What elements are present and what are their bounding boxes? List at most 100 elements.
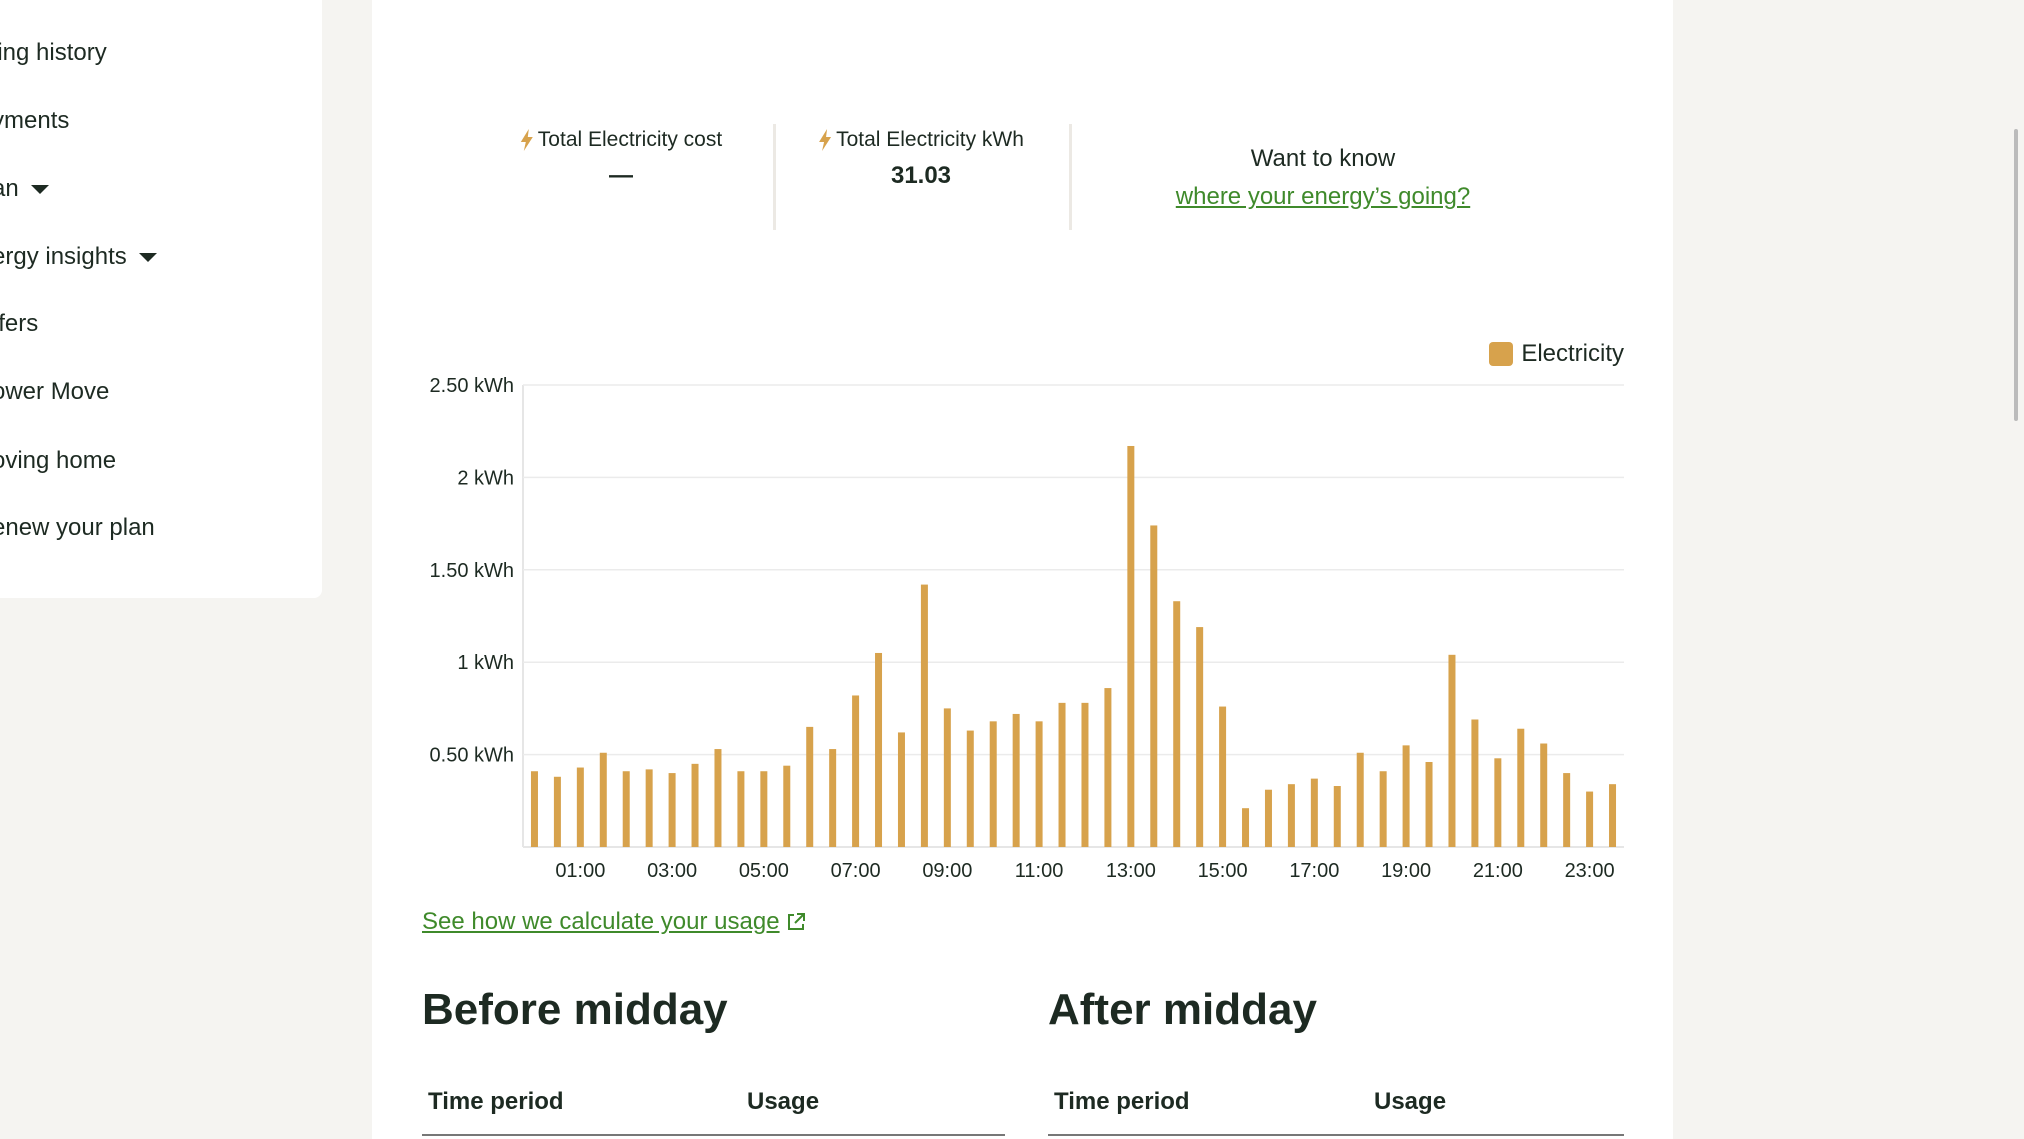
sidebar-item-label: enew your plan <box>0 514 155 541</box>
bar-07:30 <box>875 652 883 847</box>
x-tick-label: 17:00 <box>1289 860 1339 882</box>
bar-20:00 <box>1448 654 1456 847</box>
bar-01:00 <box>576 767 584 847</box>
page-scrollbar[interactable] <box>2014 129 2018 421</box>
bar-10:30 <box>1012 713 1020 847</box>
bar-22:30 <box>1563 773 1571 847</box>
sidebar-item-label: oving home <box>0 447 117 474</box>
divider <box>1069 124 1072 230</box>
x-tick-label: 11:00 <box>1015 860 1064 882</box>
usage-bar-chart: 0.50 kWh 1 kWh 1.50 kWh 2 kWh 2.50 kWh 01:00 0… <box>430 375 1624 882</box>
sidebar-item-label: ffers <box>0 310 39 337</box>
bar-14:30 <box>1196 627 1204 847</box>
bar-05:30 <box>783 765 791 847</box>
x-tick-label: 19:00 <box>1381 860 1431 882</box>
bar-09:30 <box>966 730 974 847</box>
bar-06:00 <box>806 726 814 847</box>
after-midday-heading: After midday <box>1048 985 1317 1034</box>
x-tick-label: 09:00 <box>922 860 972 882</box>
y-tick-label: 2 kWh <box>457 467 514 489</box>
bar-04:30 <box>737 771 745 847</box>
sidebar-item-power-move[interactable]: ower Move <box>0 378 109 406</box>
bar-17:30 <box>1333 786 1341 847</box>
bar-19:00 <box>1402 745 1410 847</box>
bar-13:30 <box>1150 525 1158 847</box>
bar-15:00 <box>1219 706 1227 847</box>
total-cost-value: — <box>608 162 633 189</box>
bar-23:00 <box>1586 791 1594 847</box>
sidebar-item-renew-plan[interactable]: enew your plan <box>0 514 155 542</box>
bar-13:00 <box>1127 445 1135 847</box>
bar-19:30 <box>1425 761 1433 847</box>
bar-02:00 <box>622 771 630 847</box>
bar-03:00 <box>668 773 676 847</box>
bar-14:00 <box>1173 601 1181 847</box>
x-tick-label: 05:00 <box>739 860 789 882</box>
legend-label: Electricity <box>1521 340 1624 367</box>
sidebar-item-billing-history[interactable]: ling history <box>0 39 107 67</box>
sidebar-item-plan[interactable]: an <box>0 175 49 203</box>
after-col-time-period: Time period <box>1054 1088 1190 1115</box>
lightning-icon <box>520 129 533 151</box>
bar-03:30 <box>691 763 699 847</box>
energy-insight-prompt: Want to know where your energy’s going? <box>1176 145 1470 211</box>
sidebar-item-label: ower Move <box>0 378 110 405</box>
bar-16:30 <box>1287 784 1295 847</box>
bar-17:00 <box>1310 778 1318 847</box>
bar-08:30 <box>920 584 928 847</box>
bar-04:00 <box>714 749 722 847</box>
total-kwh-label: Total Electricity kWh <box>836 128 1024 151</box>
total-kwh-stat: Total Electricity kWh 31.03 <box>818 128 1024 190</box>
bar-16:00 <box>1264 789 1272 847</box>
sidebar-item-offers[interactable]: ffers <box>0 310 38 338</box>
after-col-usage: Usage <box>1374 1088 1447 1115</box>
sidebar-item-label: an <box>0 175 19 202</box>
x-tick-label: 01:00 <box>555 860 605 882</box>
total-kwh-value: 31.03 <box>890 162 952 189</box>
sidebar-item-moving-home[interactable]: oving home <box>0 447 116 475</box>
caret-down-icon <box>138 252 157 262</box>
bar-15:30 <box>1242 808 1250 847</box>
y-tick-label: 1.50 kWh <box>430 560 514 582</box>
divider <box>773 124 776 230</box>
before-midday-heading: Before midday <box>422 985 728 1034</box>
where-energy-going-link[interactable]: where your energy’s going? <box>1175 183 1471 210</box>
bar-12:30 <box>1104 688 1112 847</box>
bar-23:30 <box>1609 784 1617 847</box>
x-tick-label: 21:00 <box>1473 860 1523 882</box>
want-to-know-text: Want to know <box>1250 145 1396 172</box>
y-tick-label: 2.50 kWh <box>430 375 514 397</box>
legend-swatch-electricity <box>1489 342 1514 366</box>
chart-legend: Electricity <box>1489 340 1624 368</box>
y-tick-label: 1 kWh <box>457 652 514 674</box>
external-link-icon <box>787 913 805 930</box>
bar-21:30 <box>1517 728 1525 847</box>
bar-08:00 <box>897 732 905 847</box>
x-tick-label: 03:00 <box>647 860 697 882</box>
bar-02:30 <box>645 769 653 847</box>
bar-20:30 <box>1471 719 1479 847</box>
bar-05:00 <box>760 771 768 847</box>
bar-00:00 <box>530 771 538 847</box>
sidebar-item-label: ergy insights <box>0 243 127 270</box>
total-cost-stat: Total Electricity cost — <box>520 128 722 190</box>
x-tick-label: 07:00 <box>831 860 881 882</box>
bar-11:30 <box>1058 702 1066 847</box>
total-cost-label: Total Electricity cost <box>537 128 723 151</box>
bar-21:00 <box>1494 758 1502 847</box>
after-table-header-border <box>1048 1134 1624 1136</box>
sidebar-item-energy-insights[interactable]: ergy insights <box>0 243 157 271</box>
bar-12:00 <box>1081 702 1089 847</box>
calculate-usage-link[interactable]: See how we calculate your usage <box>422 908 806 936</box>
bar-01:30 <box>599 752 607 847</box>
caret-down-icon <box>30 184 49 194</box>
bar-11:00 <box>1035 721 1043 847</box>
lightning-icon <box>819 129 832 151</box>
calculate-usage-link-text: See how we calculate your usage <box>422 908 780 935</box>
bar-18:30 <box>1379 771 1387 847</box>
bar-22:00 <box>1540 743 1548 847</box>
x-tick-label: 13:00 <box>1106 860 1156 882</box>
